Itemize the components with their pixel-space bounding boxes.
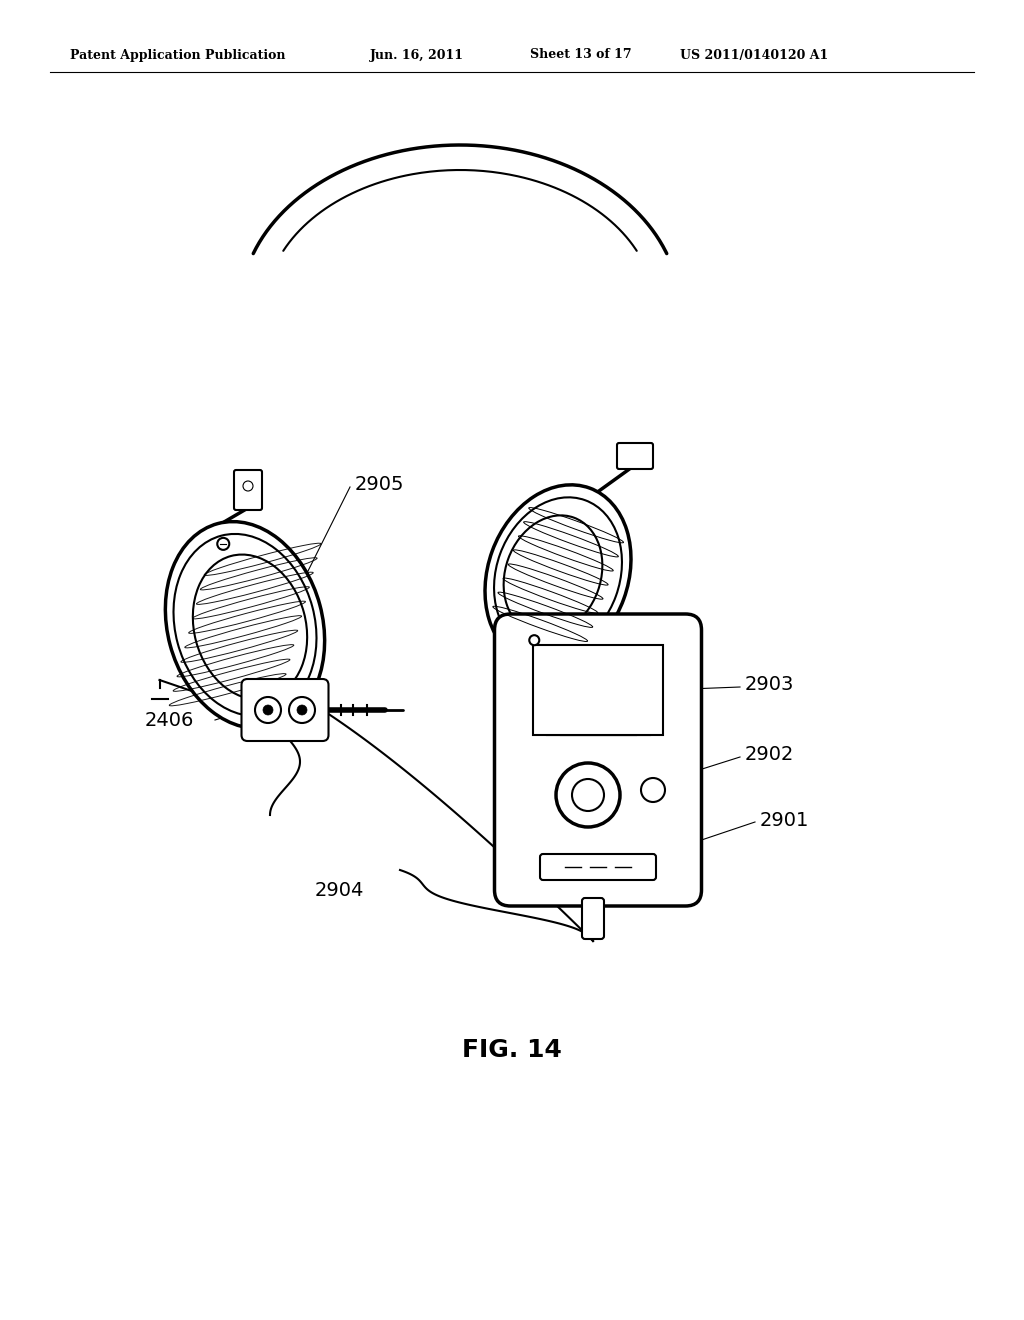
Bar [534, 645, 663, 735]
Ellipse shape [173, 535, 316, 715]
Text: Jun. 16, 2011: Jun. 16, 2011 [370, 49, 464, 62]
Text: 2902: 2902 [745, 746, 795, 764]
Circle shape [217, 537, 229, 550]
Text: 2901: 2901 [760, 810, 809, 829]
Text: Sheet 13 of 17: Sheet 13 of 17 [530, 49, 632, 62]
Circle shape [263, 705, 273, 715]
Circle shape [297, 705, 307, 715]
Text: 2406: 2406 [145, 710, 195, 730]
Text: US 2011/0140120 A1: US 2011/0140120 A1 [680, 49, 828, 62]
Circle shape [529, 635, 540, 645]
Text: FIG. 14: FIG. 14 [462, 1038, 562, 1063]
FancyBboxPatch shape [495, 614, 701, 906]
Ellipse shape [485, 484, 631, 665]
Text: 2903: 2903 [745, 676, 795, 694]
FancyBboxPatch shape [582, 898, 604, 939]
FancyBboxPatch shape [234, 470, 262, 510]
Circle shape [255, 697, 281, 723]
Text: 2905: 2905 [355, 475, 404, 495]
Circle shape [289, 697, 315, 723]
Circle shape [260, 698, 272, 710]
FancyBboxPatch shape [617, 444, 653, 469]
Ellipse shape [165, 521, 325, 729]
Text: Patent Application Publication: Patent Application Publication [70, 49, 286, 62]
FancyBboxPatch shape [540, 854, 656, 880]
Ellipse shape [494, 498, 622, 652]
Ellipse shape [504, 515, 602, 635]
Ellipse shape [193, 554, 307, 700]
Text: 2904: 2904 [315, 880, 365, 899]
FancyBboxPatch shape [242, 678, 329, 741]
